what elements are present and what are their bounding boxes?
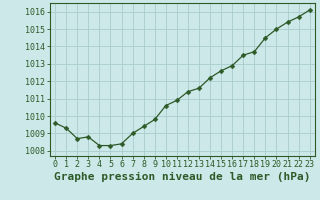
X-axis label: Graphe pression niveau de la mer (hPa): Graphe pression niveau de la mer (hPa) <box>54 172 311 182</box>
